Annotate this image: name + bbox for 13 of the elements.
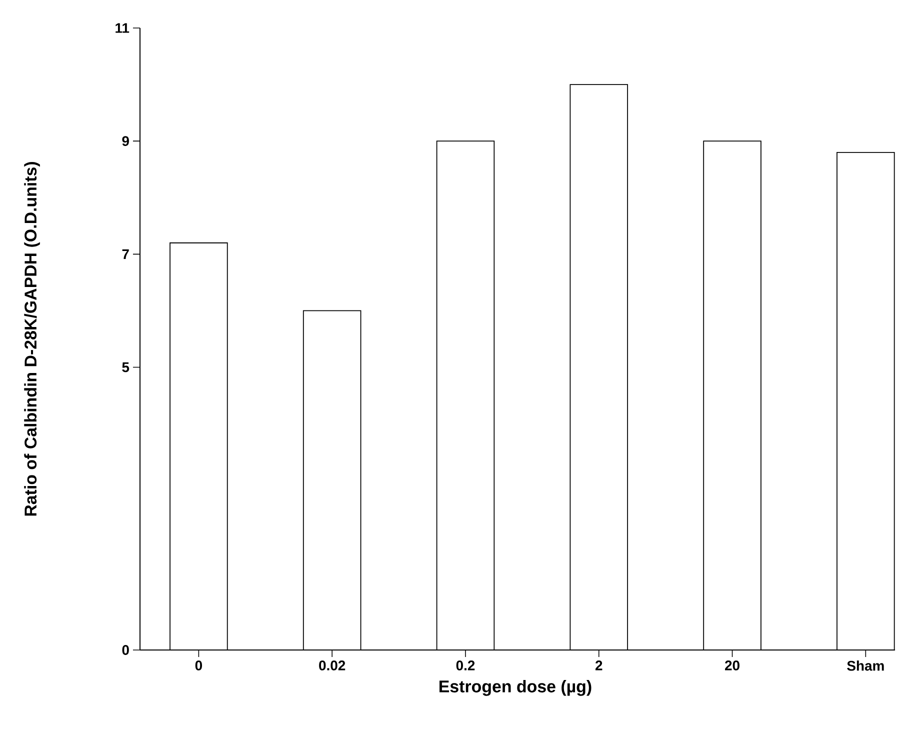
x-tick-label: 0.2 — [456, 660, 475, 670]
y-tick-label: 5 — [122, 362, 130, 372]
y-tick-label: 7 — [122, 249, 129, 259]
x-tick-label: 0 — [195, 660, 202, 670]
y-axis-title: Ratio of Calbindin D-28K/GAPDH (O.D.units) — [24, 162, 40, 516]
x-tick-label: 0.02 — [319, 660, 346, 670]
y-tick-label: 9 — [122, 136, 129, 146]
x-tick-label: 20 — [725, 660, 740, 670]
x-tick-label: 2 — [595, 660, 602, 670]
x-tick-label: Sham — [847, 660, 884, 671]
x-axis-title: Estrogen dose (µg) — [440, 680, 592, 696]
y-tick-label: 11 — [116, 23, 130, 33]
y-tick-label: 0 — [122, 645, 129, 655]
